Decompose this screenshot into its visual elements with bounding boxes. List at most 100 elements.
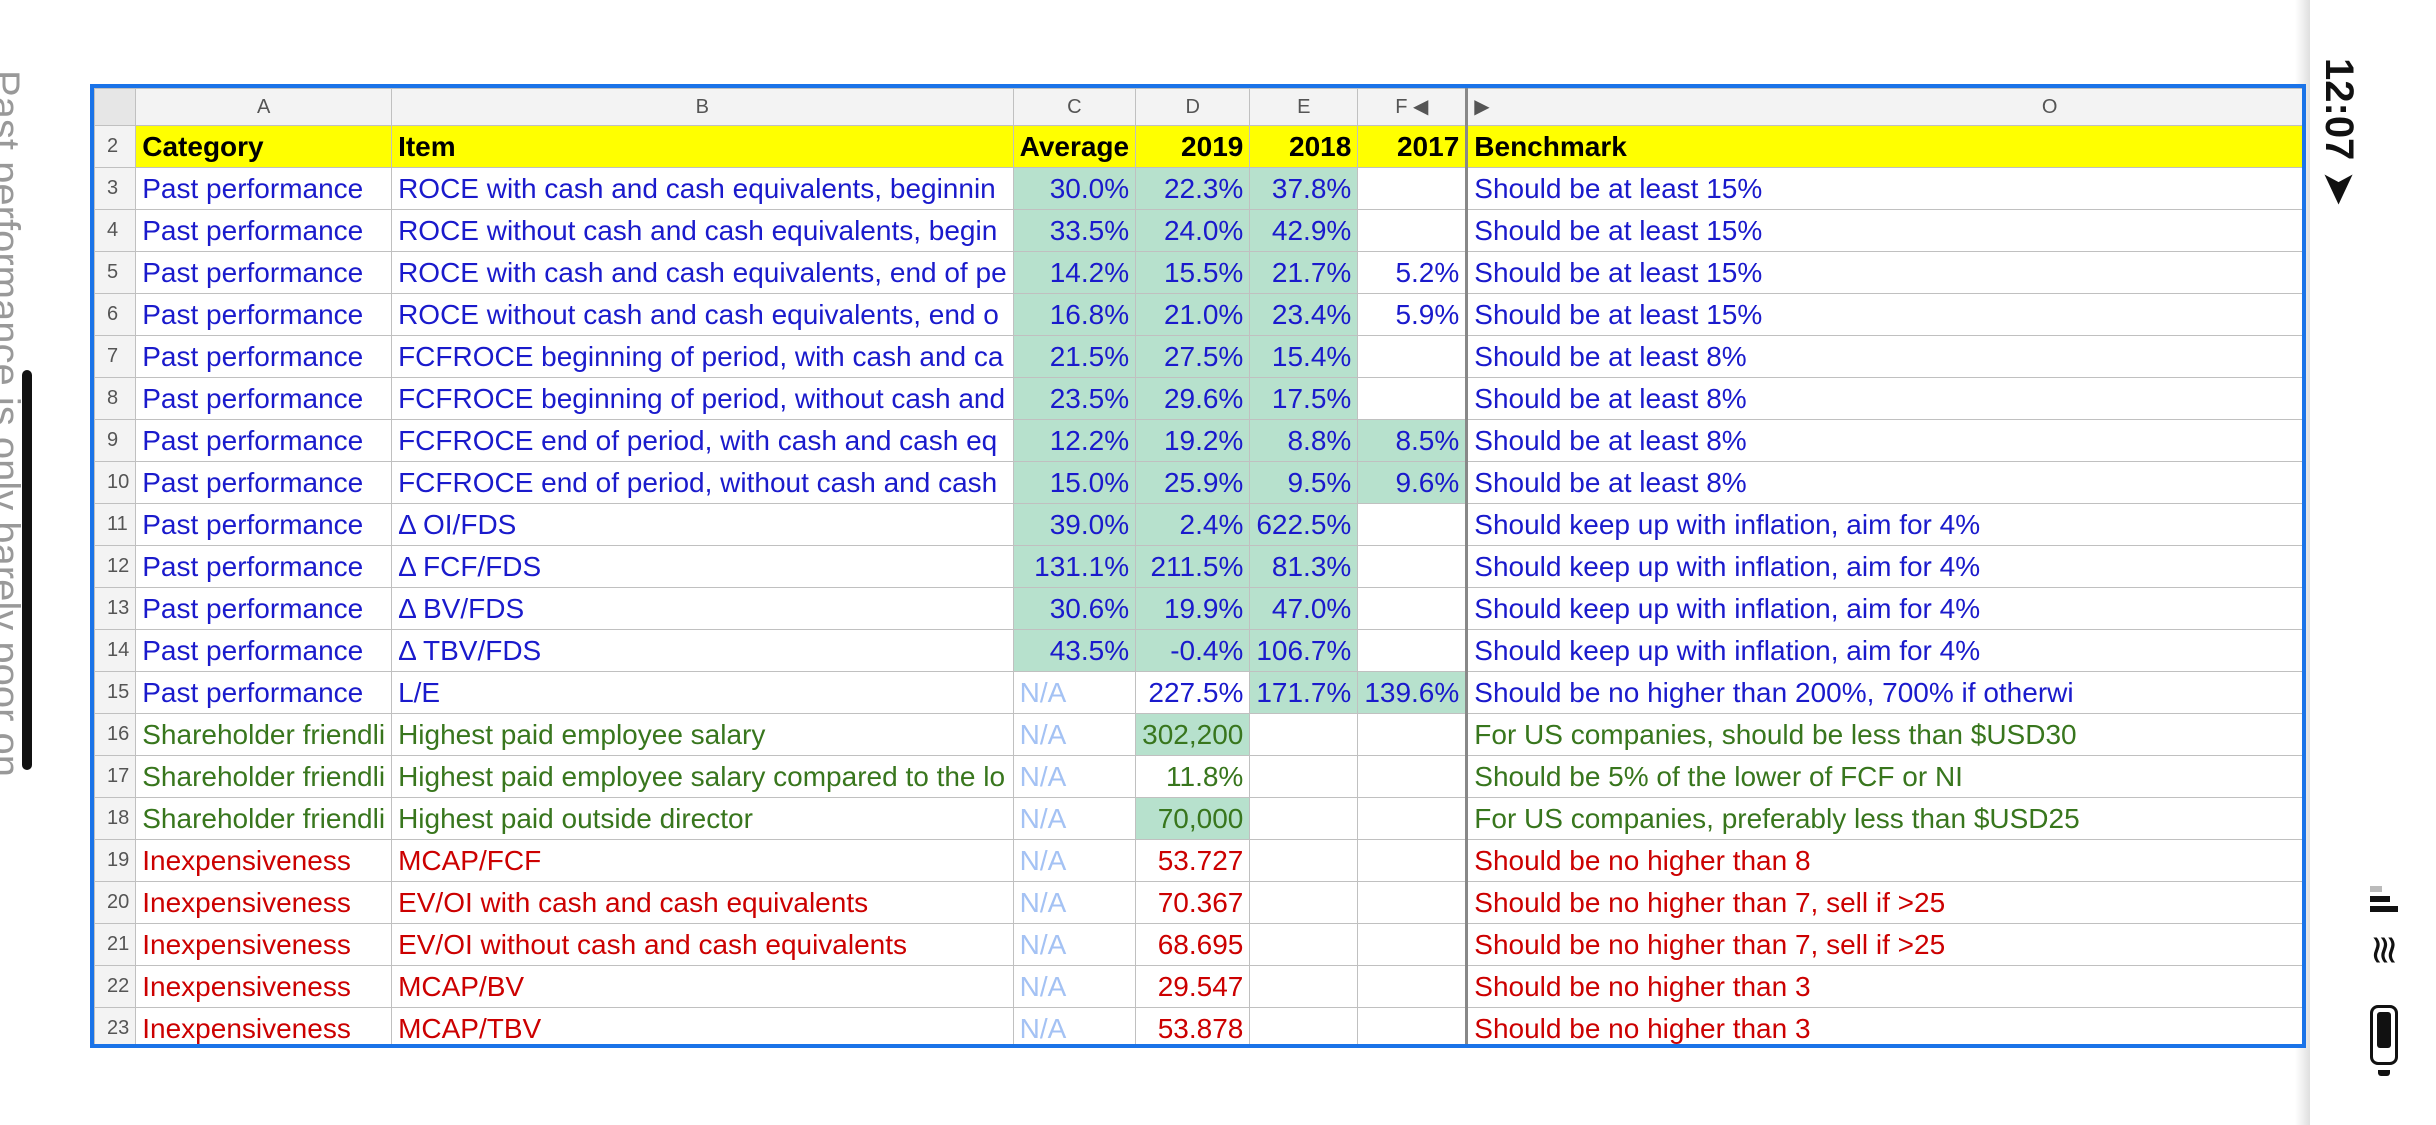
header-category[interactable]: Category bbox=[135, 125, 393, 168]
cell-category[interactable]: Past performance bbox=[135, 587, 393, 630]
cell-2019[interactable]: 2.4% bbox=[1135, 503, 1251, 546]
column-header-c[interactable]: C bbox=[1012, 88, 1137, 126]
row-number[interactable]: 6 bbox=[94, 293, 137, 336]
cell-average[interactable]: 30.6% bbox=[1012, 587, 1137, 630]
cell-2019[interactable]: 29.6% bbox=[1135, 377, 1251, 420]
cell-2018[interactable]: 171.7% bbox=[1249, 671, 1359, 714]
cell-2019[interactable]: 211.5% bbox=[1135, 545, 1251, 588]
cell-2018[interactable]: 9.5% bbox=[1249, 461, 1359, 504]
cell-benchmark[interactable]: For US companies, should be less than $U… bbox=[1466, 713, 2302, 756]
cell-2019[interactable]: 70.367 bbox=[1135, 881, 1251, 924]
row-number[interactable]: 4 bbox=[94, 209, 137, 252]
cell-item[interactable]: MCAP/BV bbox=[391, 965, 1014, 1008]
cell-benchmark[interactable]: Should keep up with inflation, aim for 4… bbox=[1466, 587, 2302, 630]
cell-2018[interactable] bbox=[1249, 839, 1359, 882]
cell-category[interactable]: Past performance bbox=[135, 629, 393, 672]
cell-item[interactable]: ROCE with cash and cash equivalents, beg… bbox=[391, 167, 1014, 210]
cell-2017[interactable] bbox=[1357, 923, 1469, 966]
cell-category[interactable]: Past performance bbox=[135, 293, 393, 336]
cell-2017[interactable] bbox=[1357, 335, 1469, 378]
cell-2017[interactable]: 9.6% bbox=[1357, 461, 1469, 504]
cell-average[interactable]: 30.0% bbox=[1012, 167, 1137, 210]
cell-2019[interactable]: 53.727 bbox=[1135, 839, 1251, 882]
cell-item[interactable]: Highest paid employee salary compared to… bbox=[391, 755, 1014, 798]
cell-average[interactable]: 23.5% bbox=[1012, 377, 1137, 420]
cell-2019[interactable]: 15.5% bbox=[1135, 251, 1251, 294]
cell-2018[interactable] bbox=[1249, 755, 1359, 798]
header-average[interactable]: Average bbox=[1012, 125, 1137, 168]
cell-2017[interactable] bbox=[1357, 965, 1469, 1008]
cell-category[interactable]: Inexpensiveness bbox=[135, 839, 393, 882]
row-number[interactable]: 22 bbox=[94, 965, 137, 1008]
row-number[interactable]: 18 bbox=[94, 797, 137, 840]
cell-benchmark[interactable]: Should be no higher than 7, sell if >25 bbox=[1466, 881, 2302, 924]
header-2017[interactable]: 2017 bbox=[1357, 125, 1469, 168]
cell-item[interactable]: Δ BV/FDS bbox=[391, 587, 1014, 630]
cell-item[interactable]: MCAP/TBV bbox=[391, 1007, 1014, 1044]
cell-2017[interactable] bbox=[1357, 797, 1469, 840]
cell-category[interactable]: Past performance bbox=[135, 671, 393, 714]
row-number[interactable]: 9 bbox=[94, 419, 137, 462]
cell-benchmark[interactable]: Should be no higher than 3 bbox=[1466, 1007, 2302, 1044]
cell-category[interactable]: Past performance bbox=[135, 545, 393, 588]
cell-average[interactable]: N/A bbox=[1012, 923, 1137, 966]
row-number[interactable]: 16 bbox=[94, 713, 137, 756]
cell-2017[interactable] bbox=[1357, 629, 1469, 672]
cell-item[interactable]: ROCE with cash and cash equivalents, end… bbox=[391, 251, 1014, 294]
cell-benchmark[interactable]: Should be no higher than 8 bbox=[1466, 839, 2302, 882]
cell-category[interactable]: Inexpensiveness bbox=[135, 923, 393, 966]
cell-category[interactable]: Shareholder friendli bbox=[135, 797, 393, 840]
cell-item[interactable]: EV/OI without cash and cash equivalents bbox=[391, 923, 1014, 966]
cell-category[interactable]: Shareholder friendli bbox=[135, 713, 393, 756]
cell-category[interactable]: Past performance bbox=[135, 461, 393, 504]
cell-2018[interactable]: 8.8% bbox=[1249, 419, 1359, 462]
cell-benchmark[interactable]: Should be at least 15% bbox=[1466, 251, 2302, 294]
header-benchmark[interactable]: Benchmark bbox=[1466, 125, 2302, 168]
spreadsheet-grid[interactable]: A B C D E F ◀ ▶ O 2 Category Item Average… bbox=[90, 84, 2306, 1048]
row-number[interactable]: 7 bbox=[94, 335, 137, 378]
cell-category[interactable]: Past performance bbox=[135, 335, 393, 378]
row-number[interactable]: 11 bbox=[94, 503, 137, 546]
cell-item[interactable]: FCFROCE end of period, without cash and … bbox=[391, 461, 1014, 504]
cell-item[interactable]: FCFROCE beginning of period, without cas… bbox=[391, 377, 1014, 420]
cell-average[interactable]: 16.8% bbox=[1012, 293, 1137, 336]
cell-2017[interactable] bbox=[1357, 587, 1469, 630]
cell-average[interactable]: 14.2% bbox=[1012, 251, 1137, 294]
cell-benchmark[interactable]: Should be at least 15% bbox=[1466, 167, 2302, 210]
cell-2017[interactable] bbox=[1357, 839, 1469, 882]
cell-benchmark[interactable]: Should be at least 8% bbox=[1466, 419, 2302, 462]
cell-2019[interactable]: 25.9% bbox=[1135, 461, 1251, 504]
cell-2018[interactable] bbox=[1249, 923, 1359, 966]
cell-average[interactable]: 39.0% bbox=[1012, 503, 1137, 546]
cell-2019[interactable]: 227.5% bbox=[1135, 671, 1251, 714]
cell-2017[interactable] bbox=[1357, 713, 1469, 756]
cell-2017[interactable] bbox=[1357, 755, 1469, 798]
cell-item[interactable]: Δ TBV/FDS bbox=[391, 629, 1014, 672]
cell-2018[interactable]: 106.7% bbox=[1249, 629, 1359, 672]
cell-benchmark[interactable]: Should be at least 15% bbox=[1466, 293, 2302, 336]
column-header-a[interactable]: A bbox=[135, 88, 393, 126]
cell-average[interactable]: 33.5% bbox=[1012, 209, 1137, 252]
cell-2018[interactable]: 21.7% bbox=[1249, 251, 1359, 294]
cell-2017[interactable] bbox=[1357, 209, 1469, 252]
cell-2018[interactable]: 622.5% bbox=[1249, 503, 1359, 546]
cell-item[interactable]: FCFROCE end of period, with cash and cas… bbox=[391, 419, 1014, 462]
cell-2019[interactable]: 70,000 bbox=[1135, 797, 1251, 840]
cell-average[interactable]: 131.1% bbox=[1012, 545, 1137, 588]
scroll-left-icon[interactable]: ◀ bbox=[1412, 96, 1429, 118]
cell-benchmark[interactable]: Should be at least 15% bbox=[1466, 209, 2302, 252]
cell-2017[interactable] bbox=[1357, 545, 1469, 588]
cell-category[interactable]: Inexpensiveness bbox=[135, 1007, 393, 1044]
row-number[interactable]: 19 bbox=[94, 839, 137, 882]
cell-2018[interactable]: 37.8% bbox=[1249, 167, 1359, 210]
cell-benchmark[interactable]: Should be no higher than 200%, 700% if o… bbox=[1466, 671, 2302, 714]
column-header-o[interactable]: ▶ O bbox=[1466, 88, 2302, 126]
cell-category[interactable]: Inexpensiveness bbox=[135, 881, 393, 924]
cell-average[interactable]: N/A bbox=[1012, 755, 1137, 798]
cell-2019[interactable]: 29.547 bbox=[1135, 965, 1251, 1008]
column-header-e[interactable]: E bbox=[1249, 88, 1359, 126]
cell-category[interactable]: Past performance bbox=[135, 167, 393, 210]
cell-category[interactable]: Past performance bbox=[135, 419, 393, 462]
row-number[interactable]: 20 bbox=[94, 881, 137, 924]
cell-category[interactable]: Past performance bbox=[135, 251, 393, 294]
